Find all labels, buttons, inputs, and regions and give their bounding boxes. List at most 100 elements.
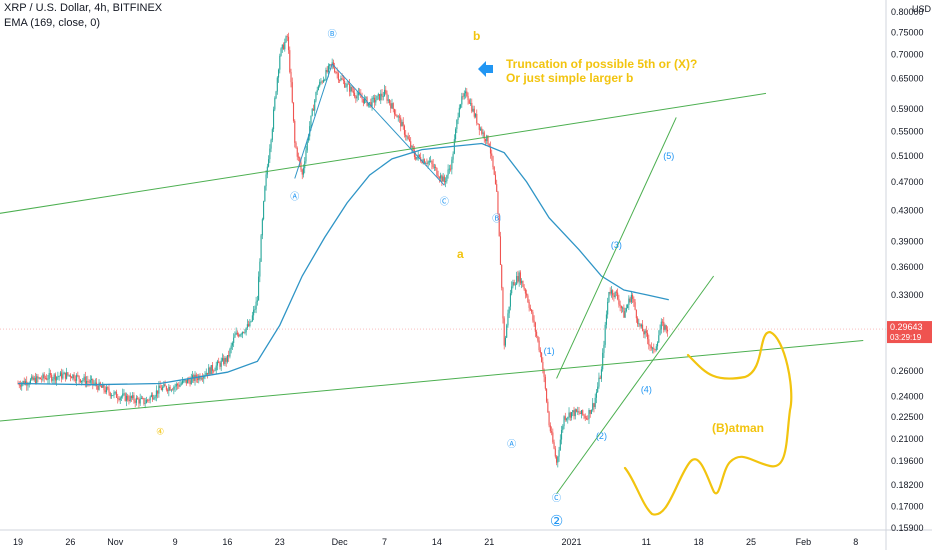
trendline-rising-lower[interactable]: [556, 275, 715, 495]
candle-body: [48, 373, 50, 380]
candle-body: [585, 418, 588, 420]
candle-body: [523, 286, 525, 290]
candle-body: [548, 412, 550, 426]
candle-body: [493, 166, 495, 175]
candle-body: [578, 411, 580, 413]
candle-body: [189, 380, 191, 385]
candle-body: [635, 309, 637, 319]
candle-body: [39, 377, 41, 380]
plot-area[interactable]: [0, 32, 886, 495]
candle-body: [229, 348, 231, 357]
price-tick-label: 0.22500: [891, 412, 924, 422]
trendline-rising-upper[interactable]: [556, 117, 677, 379]
candle-body: [559, 439, 561, 451]
candle-body: [598, 377, 600, 387]
candle-body: [604, 324, 606, 345]
candle-body: [380, 93, 382, 101]
wave-label: ②: [550, 513, 563, 530]
candle-body: [191, 375, 194, 378]
candle-body: [396, 115, 398, 118]
candle-body: [128, 399, 130, 402]
candle-body: [143, 398, 145, 404]
trendline-abc-B-C[interactable]: [331, 63, 445, 186]
candle-body: [315, 92, 317, 101]
price-tick-label: 0.65000: [891, 73, 924, 83]
candle-body: [71, 376, 73, 379]
candle-body: [573, 410, 575, 417]
wave-label: (5): [663, 151, 674, 161]
candle-body: [211, 365, 214, 371]
price-tick-label: 0.26000: [891, 366, 924, 376]
trendline-abc-A-B[interactable]: [294, 63, 333, 179]
candle-body: [533, 320, 535, 323]
candle-body: [321, 81, 323, 83]
candle-body: [408, 139, 411, 142]
candle-body: [521, 280, 523, 284]
candle-body: [345, 86, 347, 88]
candle-body: [74, 379, 76, 381]
symbol-title[interactable]: XRP / U.S. Dollar, 4h, BITFINEX: [4, 2, 163, 14]
candle-body: [450, 168, 452, 170]
candle-body: [575, 409, 578, 412]
candle-body: [370, 102, 372, 107]
candle-body: [221, 358, 224, 361]
candle-body: [140, 397, 142, 399]
candle-body: [92, 378, 94, 384]
candle-body: [357, 92, 359, 96]
candle-body: [253, 309, 255, 316]
price-tick-label: 0.70000: [891, 50, 924, 60]
price-tick-label: 0.19600: [891, 456, 924, 466]
candle-body: [382, 96, 384, 98]
trendline-lower-channel[interactable]: [0, 340, 864, 422]
candle-body: [438, 177, 440, 179]
annotation-note-line1: Truncation of possible 5th or (X)?: [506, 57, 697, 71]
candle-body: [522, 280, 524, 287]
candle-body: [607, 301, 609, 315]
candle-body: [638, 323, 640, 325]
candle-body: [195, 374, 197, 379]
candle-body: [603, 344, 605, 353]
candle-body: [68, 374, 70, 376]
indicator-legend[interactable]: EMA (169, close, 0): [4, 17, 100, 29]
candle-body: [509, 293, 511, 307]
arrow-left-icon: [478, 61, 493, 77]
candle-body: [430, 160, 432, 162]
candle-body: [250, 320, 252, 322]
candle-body: [46, 378, 48, 380]
candle-body: [562, 426, 564, 430]
candle-body: [507, 313, 509, 326]
candle-body: [341, 78, 343, 80]
candle-body: [49, 373, 51, 375]
candle-body: [241, 331, 243, 335]
candle-body: [158, 385, 160, 394]
candle-body: [433, 166, 435, 168]
candle-body: [622, 307, 624, 309]
price-axis-unit: USD: [912, 4, 932, 14]
candle-body: [513, 282, 515, 286]
candle-body: [294, 120, 296, 143]
candle-body: [411, 146, 413, 148]
candle-body: [554, 448, 556, 457]
candle-body: [455, 129, 457, 140]
candle-body: [369, 102, 371, 104]
candle-body: [502, 287, 504, 319]
candle-body: [170, 389, 172, 391]
time-tick-label: 25: [746, 537, 756, 547]
candle-body: [304, 161, 306, 169]
candle-body: [618, 298, 620, 305]
candle-body: [594, 397, 596, 408]
ema-line[interactable]: [17, 142, 669, 386]
candle-body: [347, 83, 349, 85]
candle-body: [617, 292, 619, 299]
candle-body: [664, 325, 666, 330]
candle-body: [445, 181, 447, 183]
candle-body: [599, 377, 601, 379]
candle-body: [529, 307, 531, 310]
candle-body: [244, 332, 246, 334]
candle-body: [317, 86, 319, 91]
trendline-upper-channel[interactable]: [0, 92, 767, 214]
candle-body: [153, 398, 155, 400]
candle-body: [254, 309, 256, 311]
candle-body: [168, 386, 170, 392]
